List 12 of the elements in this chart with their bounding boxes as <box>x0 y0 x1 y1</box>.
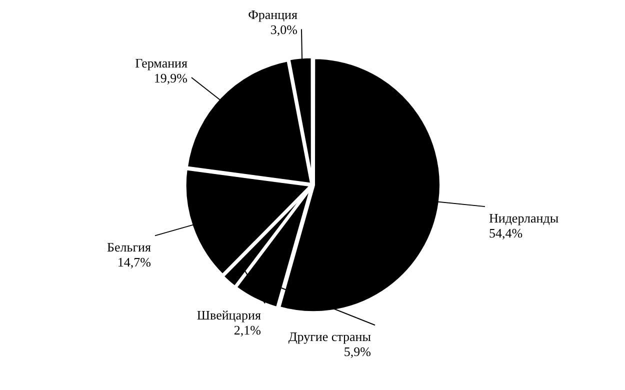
slice-label: Другие страны <box>288 329 372 344</box>
data-label: 14,7% <box>117 254 152 270</box>
data-label: 54,4% <box>488 225 523 240</box>
data-label: 2,1% <box>234 322 262 338</box>
slice-label: Нидерланды <box>488 210 559 226</box>
data-label: 3,0% <box>270 22 298 38</box>
slice-label: Германия <box>135 55 188 70</box>
data-label: 5,9% <box>344 344 372 360</box>
slice-label: Франция <box>248 7 298 22</box>
slice-label: Бельгия <box>107 240 151 255</box>
slice-label: Швейцария <box>196 307 261 322</box>
data-label: 19,9% <box>154 70 188 86</box>
